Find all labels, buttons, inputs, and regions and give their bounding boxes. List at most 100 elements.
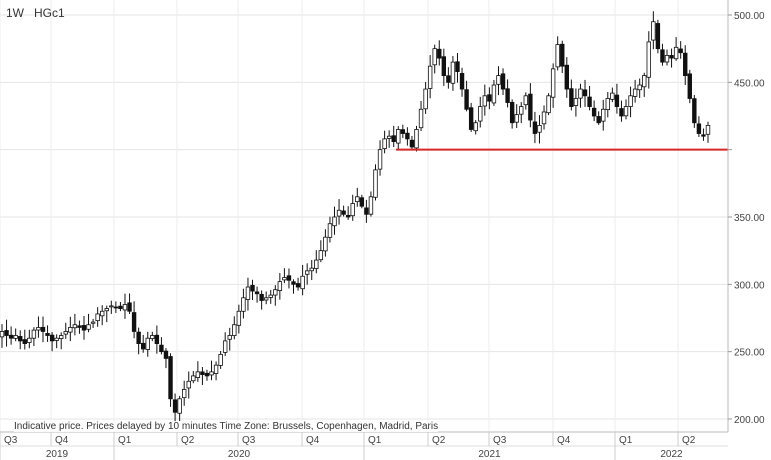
candle-body-up	[423, 88, 428, 110]
candle-body-down	[683, 52, 688, 76]
candle	[564, 57, 569, 98]
candle-body-down	[687, 73, 692, 99]
candle	[664, 49, 670, 66]
candle	[327, 216, 333, 243]
candle-body-down	[655, 23, 661, 50]
candle-body-up	[104, 308, 109, 312]
candle-body-up	[664, 55, 670, 63]
candle-body-down	[692, 98, 697, 124]
candle-body-up	[491, 84, 497, 104]
candle-body-up	[186, 380, 191, 389]
candle	[122, 293, 128, 319]
candle-body-up	[373, 169, 378, 198]
candle-body-down	[441, 56, 447, 76]
candle	[696, 116, 702, 137]
candle	[295, 277, 301, 291]
candle	[368, 191, 374, 217]
candle-body-up	[273, 289, 278, 296]
candle-body-up	[177, 398, 182, 414]
candle	[701, 128, 706, 141]
candle	[628, 86, 633, 118]
symbol-label[interactable]: HGc1	[34, 6, 65, 20]
candle-body-down	[118, 305, 123, 309]
candle-body-down	[560, 43, 565, 67]
candle	[127, 293, 132, 314]
y-axis-background	[728, 0, 771, 432]
candle	[309, 259, 314, 281]
candle	[268, 290, 273, 304]
candle-body-up	[519, 106, 524, 115]
candle	[250, 279, 255, 301]
candle	[405, 127, 410, 146]
candle	[359, 194, 365, 209]
y-axis: 200.00 250.00 300.00 350.00 450.00 500.00	[727, 0, 771, 432]
candle-body-down	[582, 89, 588, 97]
candle-body-down	[4, 330, 9, 336]
interval-label[interactable]: 1W	[6, 6, 24, 20]
candle-body-up	[282, 277, 287, 281]
candle-body-down	[49, 334, 55, 342]
chart-grid	[0, 0, 728, 432]
candlestick-series	[0, 11, 711, 424]
candle-body-up	[578, 88, 583, 99]
candle-body-up	[541, 111, 547, 125]
candle-body-down	[532, 121, 538, 134]
candle	[90, 318, 96, 328]
candle	[500, 68, 506, 95]
candle	[163, 348, 169, 369]
candle-body-up	[195, 371, 201, 379]
candle	[254, 286, 260, 303]
candle-body-down	[455, 61, 460, 72]
candle-body-down	[113, 306, 119, 309]
candle	[40, 316, 46, 343]
candle-body-up	[523, 95, 529, 106]
candle	[632, 79, 638, 103]
candle-body-up	[181, 388, 187, 399]
candle-body-down	[587, 96, 592, 107]
candle	[136, 327, 141, 355]
quarter-label: Q1	[118, 435, 132, 446]
candle-body-up	[27, 337, 32, 343]
candle	[195, 361, 201, 382]
year-label: 2019	[46, 449, 69, 460]
candle-body-down	[564, 64, 569, 90]
candle-body-up	[336, 209, 342, 217]
candle-body-up	[478, 106, 483, 122]
candle	[573, 88, 579, 117]
candle-body-up	[550, 68, 556, 98]
candle	[0, 324, 5, 348]
candle-body-up	[100, 310, 105, 317]
candle	[286, 268, 292, 289]
candle-body-up	[318, 250, 324, 261]
candle-body-down	[446, 75, 451, 83]
candle	[432, 44, 437, 74]
candle	[537, 115, 542, 144]
candle	[591, 100, 597, 122]
candle	[186, 371, 191, 399]
candle	[63, 322, 68, 339]
candle-body-down	[509, 101, 515, 124]
candle-body-down	[259, 294, 264, 301]
candle-body-down	[696, 123, 702, 134]
candle	[22, 329, 27, 350]
candle-body-up	[263, 297, 269, 301]
candle-body-down	[591, 107, 597, 117]
candle-body-up	[13, 335, 18, 339]
candle	[478, 96, 483, 128]
candle-body-up	[637, 84, 642, 91]
candle	[232, 316, 237, 340]
candle-body-down	[131, 312, 137, 332]
candle-body-down	[464, 89, 469, 110]
candle	[177, 395, 182, 422]
quarter-label: Q4	[306, 435, 320, 446]
candle	[36, 316, 41, 338]
candle	[86, 313, 91, 333]
candle	[705, 121, 711, 143]
candle-body-up	[245, 286, 251, 300]
candle-body-up	[546, 95, 551, 114]
candle-body-up	[209, 371, 214, 376]
candle-body-down	[159, 344, 164, 353]
candle-body-up	[610, 92, 615, 100]
candle	[27, 329, 32, 349]
